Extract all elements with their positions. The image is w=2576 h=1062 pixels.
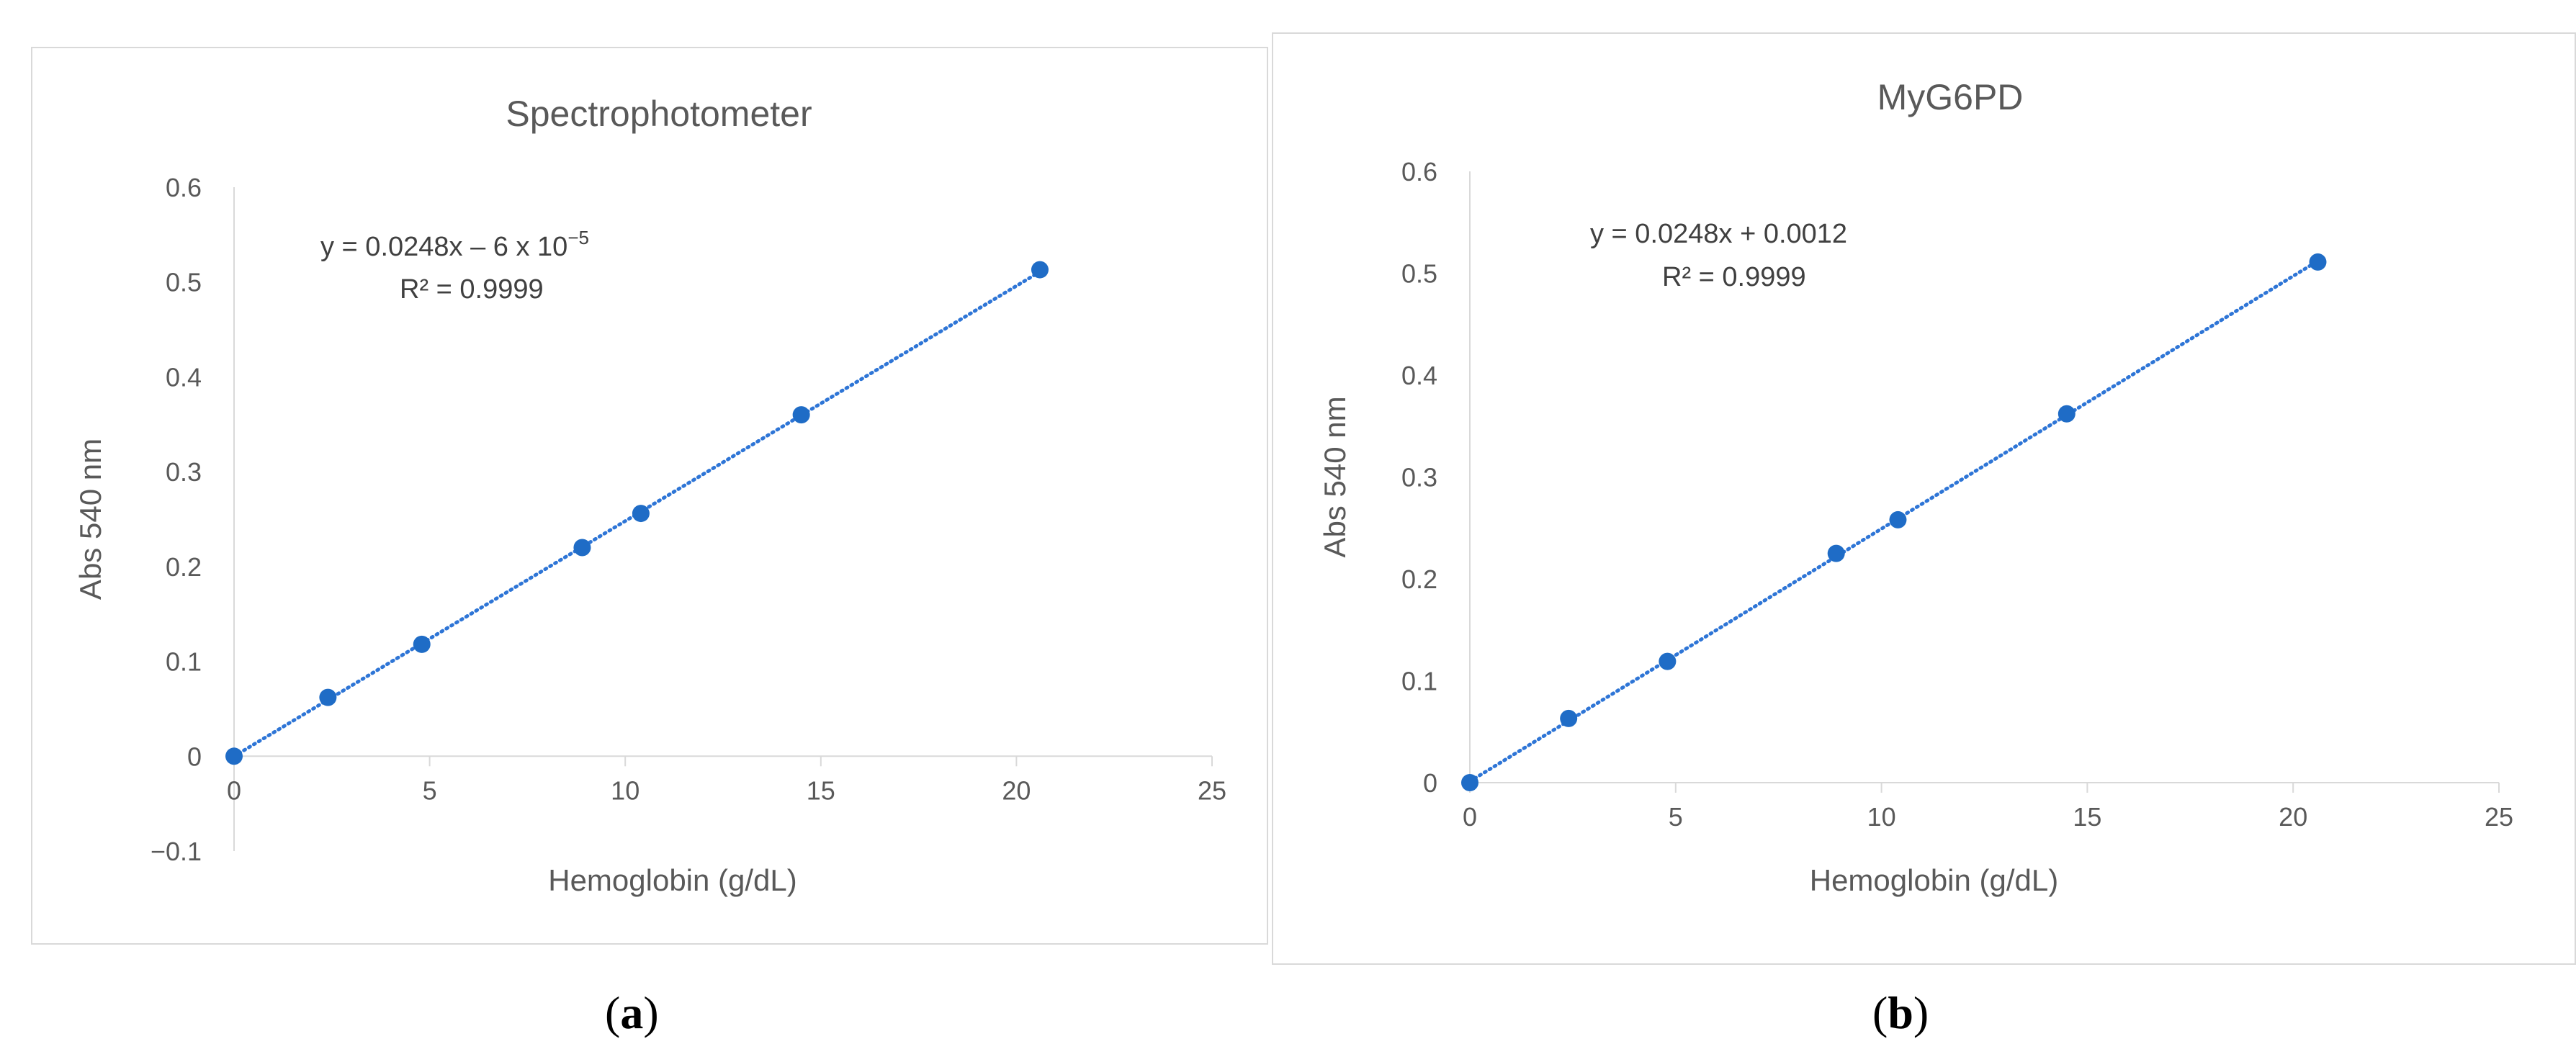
y-tick-label: 0.2 bbox=[1401, 564, 1437, 594]
trendline-equation-exponent: −5 bbox=[567, 227, 589, 248]
y-tick-label: 0.4 bbox=[1401, 361, 1437, 390]
trendline-equation-main: y = 0.0248x + 0.0012 bbox=[1590, 219, 1847, 249]
x-tick-label: 5 bbox=[423, 775, 437, 805]
chart-svg-b: MyG6PD 0 5 10 15 20 25 0 0.1 0.2 0.3 0.4 0.5 0.6 Hemog… bbox=[1318, 77, 2513, 897]
r-squared-label: R² = 0.9999 bbox=[400, 274, 544, 305]
data-point bbox=[632, 505, 650, 523]
x-tick-label: 5 bbox=[1669, 802, 1683, 832]
y-tick-label: 0.1 bbox=[166, 647, 202, 677]
x-tick-label: 20 bbox=[1002, 775, 1031, 805]
y-tick-label: 0.6 bbox=[1401, 157, 1437, 186]
trendline-equation-main: y = 0.0248x – 6 x 10 bbox=[320, 232, 567, 262]
chart-svg-a: Spectrophotometer 0 5 10 15 20 25 −0.1 0 0.1 0.2 0.… bbox=[73, 94, 1226, 897]
panel-label-b-letter: b bbox=[1888, 987, 1913, 1038]
trendline-equation: y = 0.0248x + 0.0012 bbox=[1590, 219, 1847, 249]
chart-panel-a: Spectrophotometer 0 5 10 15 20 25 −0.1 0 0.1 0.2 0.… bbox=[31, 47, 1268, 945]
data-point bbox=[1659, 652, 1677, 670]
x-tick-label: 0 bbox=[1463, 802, 1477, 832]
x-tick-label: 0 bbox=[227, 775, 241, 805]
y-tick-label: 0.5 bbox=[1401, 259, 1437, 289]
x-tick-label: 10 bbox=[611, 775, 639, 805]
data-point bbox=[225, 747, 243, 765]
y-tick-label: 0.6 bbox=[166, 173, 202, 202]
x-tick-label: 15 bbox=[2073, 802, 2101, 832]
trendline-equation: y = 0.0248x – 6 x 10−5 bbox=[320, 227, 589, 262]
data-point bbox=[1827, 544, 1845, 562]
data-point bbox=[2309, 253, 2327, 271]
chart-title: Spectrophotometer bbox=[506, 94, 812, 134]
x-tick-label: 10 bbox=[1867, 802, 1896, 832]
data-point bbox=[573, 539, 591, 557]
data-point bbox=[1560, 709, 1578, 727]
panel-label-b: (b) bbox=[1872, 987, 1929, 1038]
data-point bbox=[319, 688, 337, 706]
x-tick-label: 20 bbox=[2279, 802, 2307, 832]
x-tick-label: 25 bbox=[1198, 775, 1226, 805]
panel-label-a-letter: a bbox=[620, 987, 644, 1038]
y-tick-label: 0.1 bbox=[1401, 667, 1437, 696]
x-axis-title: Hemoglobin (g/dL) bbox=[1810, 863, 2059, 897]
data-point bbox=[1889, 510, 1907, 528]
x-tick-label: 15 bbox=[807, 775, 835, 805]
r-squared-label: R² = 0.9999 bbox=[1662, 262, 1806, 292]
x-tick-label: 25 bbox=[2485, 802, 2513, 832]
y-tick-label: 0.4 bbox=[166, 362, 202, 392]
data-point bbox=[1461, 774, 1478, 791]
y-tick-label: 0.5 bbox=[166, 268, 202, 297]
y-tick-label: 0.3 bbox=[166, 457, 202, 487]
data-point bbox=[1031, 261, 1049, 279]
data-point bbox=[2057, 405, 2075, 423]
y-tick-label: 0 bbox=[1423, 768, 1437, 798]
y-tick-label: 0.3 bbox=[1401, 463, 1437, 492]
x-axis-title: Hemoglobin (g/dL) bbox=[548, 863, 797, 897]
trendline bbox=[232, 269, 1042, 758]
y-axis-title: Abs 540 nm bbox=[1318, 396, 1352, 557]
chart-title: MyG6PD bbox=[1877, 77, 2024, 117]
chart-panel-b: MyG6PD 0 5 10 15 20 25 0 0.1 0.2 0.3 0.4 0.5 0.6 Hemog… bbox=[1272, 32, 2576, 965]
data-point bbox=[413, 635, 431, 653]
data-point bbox=[792, 406, 810, 424]
y-tick-label: 0.2 bbox=[166, 552, 202, 582]
panel-label-a: (a) bbox=[605, 987, 659, 1038]
y-tick-label: 0 bbox=[187, 742, 202, 771]
y-axis-title: Abs 540 nm bbox=[73, 438, 107, 600]
y-tick-label: −0.1 bbox=[151, 837, 202, 866]
